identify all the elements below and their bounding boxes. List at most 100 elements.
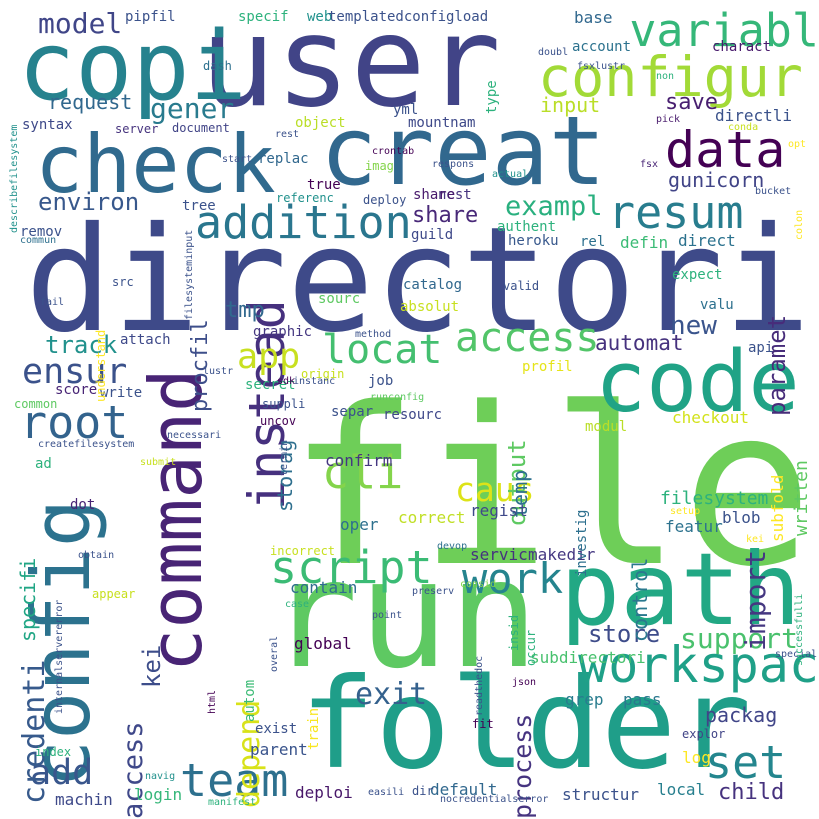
cloud-word: common [14, 397, 58, 411]
cloud-word: internalservererror [54, 599, 65, 714]
cloud-word: exist [255, 721, 298, 737]
cloud-word: track [45, 331, 118, 359]
cloud-word: input [540, 93, 601, 117]
cloud-word: caus [455, 470, 535, 509]
cloud-word: start [222, 154, 253, 165]
cloud-word: grep [565, 690, 604, 709]
cloud-word: obtain [78, 550, 115, 561]
cloud-word: modul [585, 419, 628, 435]
cloud-word: investig [574, 509, 590, 578]
cloud-word: explor [682, 727, 726, 741]
cloud-word: variabl [629, 4, 819, 57]
cloud-word: consid [460, 579, 497, 590]
cloud-word: sdk [277, 376, 296, 387]
cloud-word: configur [538, 45, 803, 109]
cloud-word: new [670, 311, 717, 341]
cloud-word: successfulli [794, 593, 805, 666]
cloud-word: imag [365, 159, 394, 173]
cloud-word: absolut [400, 299, 460, 315]
cloud-word: addition [195, 196, 412, 249]
cloud-word: parent [250, 740, 308, 759]
cloud-word: access [455, 315, 600, 361]
cloud-word: pass [623, 690, 662, 709]
cloud-word: json [512, 677, 537, 688]
cloud-word: autom [242, 679, 258, 722]
cloud-word: describefilesystem [9, 124, 20, 233]
cloud-word: mountnam [408, 115, 476, 131]
cloud-word: file [288, 362, 813, 615]
cloud-word: insid [507, 614, 521, 651]
cloud-word: navig [145, 771, 176, 782]
cloud-word: bucket [755, 186, 792, 197]
cloud-word: resourc [383, 407, 443, 423]
cloud-word: cli [322, 446, 404, 499]
cloud-word: global [294, 634, 352, 653]
cloud-word: set [705, 736, 787, 789]
cloud-word: deploy [363, 193, 407, 207]
cloud-word: packag [705, 703, 778, 727]
cloud-word: subfold [768, 474, 787, 543]
cloud-word: termin [279, 439, 290, 476]
cloud-word: code [595, 333, 800, 432]
cloud-word: work [462, 554, 564, 603]
cloud-word: store [588, 620, 661, 648]
cloud-word: object [295, 115, 346, 131]
cloud-word: rel [580, 234, 606, 250]
cloud-word: oper [340, 515, 379, 534]
cloud-word: creat [320, 97, 606, 207]
cloud-word: manifest [208, 797, 257, 808]
cloud-word: data [665, 121, 786, 179]
cloud-word: default [430, 780, 498, 799]
cloud-word: exampl [505, 191, 603, 222]
cloud-word: case [285, 599, 310, 610]
cloud-word: share [413, 187, 456, 203]
cloud-word: log [682, 748, 711, 767]
cloud-word: doubl [538, 47, 569, 58]
cloud-word: syntax [22, 117, 73, 133]
cloud-word: dot [70, 497, 96, 513]
cloud-word: gener [150, 92, 235, 125]
cloud-word: written [791, 459, 812, 536]
cloud-word: graphic [253, 324, 313, 340]
cloud-word: referenc [276, 191, 334, 205]
cloud-word: special [775, 649, 818, 660]
cloud-word: resum [608, 186, 744, 239]
cloud-word: run [268, 528, 539, 702]
cloud-word: subdirectori [530, 648, 646, 667]
cloud-word: guild [411, 227, 454, 243]
cloud-word: appear [92, 587, 136, 601]
cloud-word: save [665, 90, 718, 115]
cloud-word: expect [672, 267, 723, 283]
cloud-word: charact [712, 39, 772, 55]
cloud-word: fsxlustr [577, 61, 626, 72]
cloud-word: catalog [403, 277, 463, 293]
cloud-word: check [35, 118, 276, 211]
cloud-word: child [718, 780, 785, 805]
cloud-word: regist [470, 501, 528, 520]
cloud-word: import [739, 549, 772, 651]
cloud-word: script [270, 541, 433, 594]
cloud-word: conda [728, 122, 759, 133]
cloud-word: support [680, 622, 799, 655]
cloud-word: occur [524, 629, 538, 666]
cloud-word: servic [470, 545, 528, 564]
cloud-word: copi [18, 12, 247, 122]
cloud-word: user [200, 0, 502, 135]
cloud-word: account [572, 39, 632, 55]
cloud-word: folder [300, 652, 752, 797]
cloud-word: nocredentialserror [440, 794, 549, 805]
cloud-word: incorrect [270, 544, 336, 558]
cloud-word: locat [322, 327, 443, 373]
cloud-word: non [656, 71, 675, 82]
cloud-word: profil [522, 359, 573, 375]
cloud-word: yml [393, 102, 419, 118]
cloud-word: direct [678, 231, 736, 250]
cloud-word: dash [203, 59, 232, 73]
cloud-word: control [628, 557, 652, 642]
cloud-word: opt [788, 139, 807, 150]
cloud-word: fit [472, 717, 494, 731]
cloud-word: add [30, 753, 94, 793]
cloud-word: sourc [318, 291, 361, 307]
cloud-word: readthedoc [474, 655, 485, 716]
cloud-word: credenti [17, 659, 52, 805]
